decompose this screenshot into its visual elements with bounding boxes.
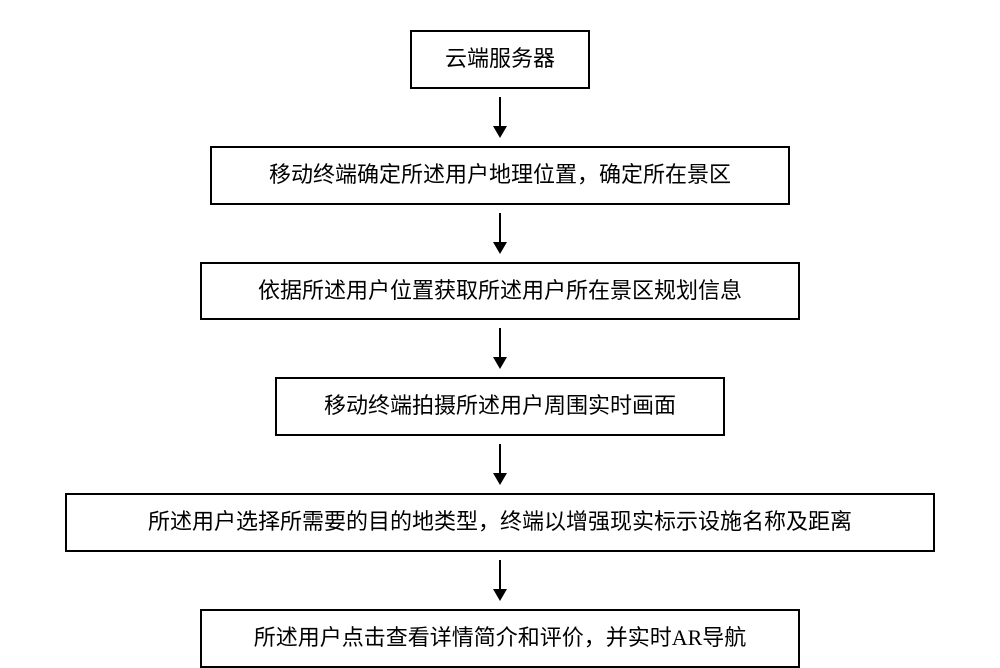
flowchart-node: 移动终端确定所述用户地理位置，确定所在景区 xyxy=(210,146,790,205)
arrow-head-icon xyxy=(493,473,507,485)
flowchart-arrow xyxy=(493,560,507,601)
arrow-head-icon xyxy=(493,357,507,369)
arrow-line xyxy=(499,560,501,590)
flowchart-node: 依据所述用户位置获取所述用户所在景区规划信息 xyxy=(200,262,800,321)
arrow-line xyxy=(499,328,501,358)
node-label: 移动终端确定所述用户地理位置，确定所在景区 xyxy=(269,162,731,187)
flowchart-node: 云端服务器 xyxy=(410,30,590,89)
flowchart-node: 移动终端拍摄所述用户周围实时画面 xyxy=(275,377,725,436)
flowchart-arrow xyxy=(493,444,507,485)
flowchart-node: 所述用户点击查看详情简介和评价，并实时AR导航 xyxy=(200,609,800,668)
node-label: 所述用户点击查看详情简介和评价，并实时AR导航 xyxy=(254,625,747,650)
node-label: 云端服务器 xyxy=(445,46,555,71)
flowchart-arrow xyxy=(493,97,507,138)
arrow-line xyxy=(499,444,501,474)
node-label: 所述用户选择所需要的目的地类型，终端以增强现实标示设施名称及距离 xyxy=(148,509,852,534)
arrow-head-icon xyxy=(493,126,507,138)
arrow-line xyxy=(499,97,501,127)
arrow-line xyxy=(499,213,501,243)
flowchart-arrow xyxy=(493,328,507,369)
arrow-head-icon xyxy=(493,242,507,254)
flowchart-arrow xyxy=(493,213,507,254)
flowchart-container: 云端服务器 移动终端确定所述用户地理位置，确定所在景区 依据所述用户位置获取所述… xyxy=(65,30,935,668)
arrow-head-icon xyxy=(493,589,507,601)
node-label: 移动终端拍摄所述用户周围实时画面 xyxy=(324,393,676,418)
flowchart-node: 所述用户选择所需要的目的地类型，终端以增强现实标示设施名称及距离 xyxy=(65,493,935,552)
node-label: 依据所述用户位置获取所述用户所在景区规划信息 xyxy=(258,278,742,303)
